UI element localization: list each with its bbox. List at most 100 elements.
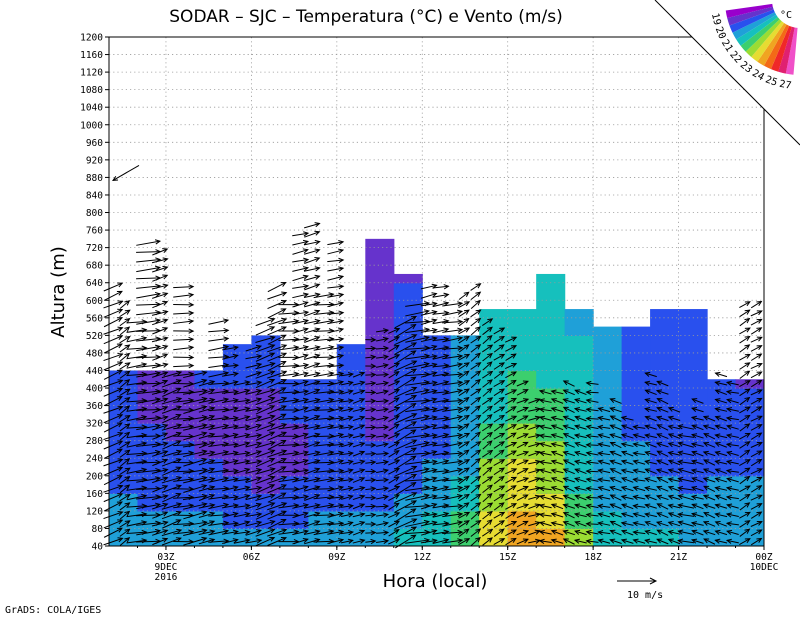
wind-arrow-head xyxy=(667,503,674,509)
wind-arrow-shaft xyxy=(313,382,334,385)
wind-arrow-head xyxy=(475,299,481,306)
wind-arrow-head xyxy=(475,431,481,438)
wind-arrow-head xyxy=(232,406,239,412)
wind-arrow xyxy=(352,477,366,483)
wind-arrow-head xyxy=(702,529,709,535)
wind-arrow-head xyxy=(726,477,733,483)
wind-arrow-head xyxy=(597,477,604,483)
wind-arrow-head xyxy=(359,485,366,492)
wind-arrow xyxy=(173,292,195,298)
wind-arrow-shaft xyxy=(633,495,646,500)
wind-arrow-head xyxy=(475,396,482,403)
wind-arrow-head xyxy=(585,521,592,527)
wind-arrow xyxy=(482,440,493,450)
temp-cell xyxy=(536,510,566,530)
wind-arrow xyxy=(562,450,576,457)
wind-arrow-shaft xyxy=(394,447,417,460)
wind-arrow-shaft xyxy=(304,310,320,317)
wind-arrow-head xyxy=(347,459,354,465)
wind-arrow-head xyxy=(244,511,251,518)
wind-arrow-head xyxy=(370,459,377,466)
wind-arrow xyxy=(376,442,390,448)
wind-arrow xyxy=(222,538,239,545)
wind-arrow-shaft xyxy=(304,520,320,528)
wind-arrow-shaft xyxy=(442,452,463,456)
wind-arrow-head xyxy=(383,424,390,431)
wind-arrow-head xyxy=(463,317,470,324)
wind-arrow-shaft xyxy=(126,478,147,482)
wind-arrow-shaft xyxy=(327,259,344,263)
wind-arrow xyxy=(405,361,430,370)
wind-arrow-head xyxy=(725,512,733,518)
wind-arrow xyxy=(493,335,505,344)
wind-arrow-shaft xyxy=(340,460,353,465)
wind-arrow xyxy=(574,468,587,475)
wind-arrow xyxy=(470,502,482,511)
wind-arrow-head xyxy=(244,406,251,412)
wind-arrow-shaft xyxy=(656,486,669,492)
wind-arrow-head xyxy=(677,520,684,526)
wind-arrow-shaft xyxy=(103,432,123,441)
wind-arrow-shaft xyxy=(221,364,238,368)
wind-arrow-head xyxy=(431,292,438,298)
wind-arrow-shaft xyxy=(304,275,320,282)
wind-arrow-shaft xyxy=(551,522,564,526)
wind-arrow-head xyxy=(188,354,195,361)
wind-arrow-head xyxy=(667,459,674,465)
wind-arrow-head xyxy=(487,379,493,385)
wind-arrow-shaft xyxy=(539,469,552,474)
wind-arrow xyxy=(609,477,622,483)
wind-arrow-head xyxy=(632,468,639,474)
wind-arrow-head xyxy=(534,503,541,509)
wind-arrow-shaft xyxy=(152,380,168,388)
wind-arrow-shaft xyxy=(645,495,657,501)
wind-arrow-shaft xyxy=(405,363,429,370)
wind-arrow xyxy=(493,520,505,528)
wind-arrow-head xyxy=(756,300,763,306)
wind-arrow-shaft xyxy=(103,527,123,538)
wind-arrow-shaft xyxy=(678,521,694,527)
wind-arrow-shaft xyxy=(376,417,388,421)
wind-arrow-shaft xyxy=(405,505,430,508)
wind-arrow-head xyxy=(209,441,216,447)
wind-arrow-shaft xyxy=(376,443,388,447)
wind-arrow-shaft xyxy=(432,530,449,535)
wind-arrow xyxy=(304,520,321,528)
wind-arrow xyxy=(136,397,162,404)
wind-arrow-head xyxy=(302,432,309,438)
wind-arrow-head xyxy=(703,512,710,517)
wind-arrow-shaft xyxy=(421,477,437,483)
wind-arrow-shaft xyxy=(341,469,353,474)
wind-arrow-shaft xyxy=(152,459,168,467)
wind-arrow-head xyxy=(162,511,169,517)
wind-arrow-head xyxy=(359,477,366,482)
wind-arrow-head xyxy=(644,503,651,509)
wind-arrow-shaft xyxy=(198,468,215,475)
wind-arrow xyxy=(152,397,169,405)
wind-arrow-shaft xyxy=(267,529,287,537)
wind-arrow-head xyxy=(233,415,240,421)
wind-arrow-shaft xyxy=(493,528,505,537)
wind-arrow-shaft xyxy=(327,433,344,439)
wind-arrow xyxy=(327,529,345,535)
temp-cell xyxy=(593,423,623,442)
wind-arrow xyxy=(750,450,763,458)
temp-cell xyxy=(507,423,537,442)
wind-arrow xyxy=(152,318,169,326)
wind-arrow-head xyxy=(538,398,545,404)
wind-arrow xyxy=(644,468,657,475)
wind-arrow-shaft xyxy=(313,522,334,526)
wind-arrow-shaft xyxy=(493,344,505,353)
wind-arrow-head xyxy=(725,380,733,386)
wind-arrow xyxy=(304,493,321,501)
wind-arrow-shaft xyxy=(327,381,344,387)
wind-arrow-head xyxy=(302,327,309,333)
wind-arrow-shaft xyxy=(198,478,215,483)
wind-arrow xyxy=(183,370,208,379)
wind-arrow-shaft xyxy=(750,485,762,493)
wind-arrow-shaft xyxy=(598,407,611,413)
wind-arrow-shaft xyxy=(255,502,275,511)
temp-cell xyxy=(593,388,623,407)
wind-arrow-shaft xyxy=(574,530,587,536)
wind-arrow-head xyxy=(359,407,366,413)
